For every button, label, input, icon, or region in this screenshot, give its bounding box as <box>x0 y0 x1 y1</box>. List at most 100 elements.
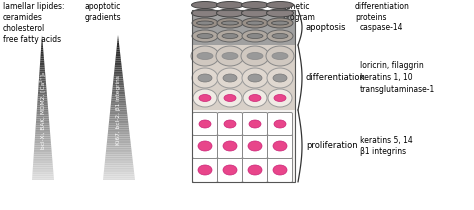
Ellipse shape <box>191 46 219 66</box>
Ellipse shape <box>267 18 293 28</box>
Polygon shape <box>40 62 45 64</box>
FancyBboxPatch shape <box>218 158 243 182</box>
Polygon shape <box>112 89 125 91</box>
Polygon shape <box>37 104 48 106</box>
Polygon shape <box>38 82 46 84</box>
Polygon shape <box>104 165 134 167</box>
Ellipse shape <box>218 89 242 107</box>
Polygon shape <box>39 80 46 82</box>
Polygon shape <box>110 106 127 108</box>
Polygon shape <box>40 59 44 60</box>
Ellipse shape <box>222 52 238 59</box>
Polygon shape <box>37 97 47 98</box>
Polygon shape <box>117 42 119 44</box>
Ellipse shape <box>223 141 237 151</box>
Ellipse shape <box>198 165 212 175</box>
Polygon shape <box>33 167 53 169</box>
Polygon shape <box>116 50 120 51</box>
Ellipse shape <box>272 34 288 38</box>
Polygon shape <box>37 108 48 109</box>
Polygon shape <box>111 95 125 97</box>
Polygon shape <box>115 62 121 64</box>
Polygon shape <box>116 57 121 59</box>
Ellipse shape <box>216 46 244 66</box>
Polygon shape <box>106 151 132 153</box>
Ellipse shape <box>266 1 293 8</box>
Polygon shape <box>32 175 54 176</box>
Ellipse shape <box>248 165 262 175</box>
Polygon shape <box>110 111 127 113</box>
Polygon shape <box>36 129 50 131</box>
Ellipse shape <box>223 74 237 82</box>
Polygon shape <box>111 100 126 102</box>
Polygon shape <box>36 113 49 115</box>
Polygon shape <box>112 91 125 93</box>
Polygon shape <box>38 93 47 95</box>
Polygon shape <box>192 10 295 45</box>
FancyBboxPatch shape <box>218 113 243 135</box>
Polygon shape <box>34 149 52 151</box>
Ellipse shape <box>241 46 269 66</box>
Ellipse shape <box>242 18 268 28</box>
Polygon shape <box>33 158 52 160</box>
Ellipse shape <box>192 18 218 28</box>
Ellipse shape <box>191 9 219 17</box>
Polygon shape <box>115 64 122 66</box>
Polygon shape <box>32 176 54 178</box>
Polygon shape <box>36 115 49 117</box>
Polygon shape <box>111 102 126 104</box>
Polygon shape <box>113 80 124 82</box>
Polygon shape <box>116 51 120 53</box>
Polygon shape <box>41 46 43 48</box>
Polygon shape <box>108 127 129 129</box>
Text: caspase-14: caspase-14 <box>360 23 403 32</box>
Ellipse shape <box>221 21 238 25</box>
Polygon shape <box>109 117 128 118</box>
Polygon shape <box>110 109 127 111</box>
Text: Ki67, bcl-2, β1 integrins: Ki67, bcl-2, β1 integrins <box>117 75 121 145</box>
Ellipse shape <box>217 30 243 42</box>
Ellipse shape <box>192 68 218 88</box>
Polygon shape <box>192 110 295 182</box>
Ellipse shape <box>242 30 268 42</box>
Ellipse shape <box>199 94 211 101</box>
Polygon shape <box>107 138 130 140</box>
Polygon shape <box>35 135 50 137</box>
Polygon shape <box>39 79 46 80</box>
Polygon shape <box>109 115 128 117</box>
FancyBboxPatch shape <box>192 134 218 159</box>
Polygon shape <box>40 68 45 70</box>
Polygon shape <box>116 53 120 55</box>
Ellipse shape <box>242 68 268 88</box>
Polygon shape <box>115 59 121 60</box>
Polygon shape <box>113 84 124 86</box>
Ellipse shape <box>217 18 243 28</box>
Polygon shape <box>106 146 131 147</box>
Polygon shape <box>36 122 49 124</box>
Polygon shape <box>37 102 48 104</box>
Polygon shape <box>42 39 43 41</box>
Polygon shape <box>40 60 44 62</box>
Ellipse shape <box>247 34 263 38</box>
Text: apoptotic
gradients: apoptotic gradients <box>85 2 122 22</box>
Polygon shape <box>34 151 52 153</box>
Text: genetic
program: genetic program <box>282 2 315 22</box>
Polygon shape <box>108 135 130 137</box>
Ellipse shape <box>243 89 267 107</box>
Text: bcl-Xₗ, BAK, MDM2, [Ca²⁺]ₒ: bcl-Xₗ, BAK, MDM2, [Ca²⁺]ₒ <box>39 71 45 149</box>
Polygon shape <box>33 169 53 171</box>
Ellipse shape <box>224 94 236 101</box>
Ellipse shape <box>248 74 262 82</box>
Polygon shape <box>39 73 46 75</box>
Ellipse shape <box>217 1 244 8</box>
Ellipse shape <box>198 74 212 82</box>
Polygon shape <box>33 162 53 164</box>
Polygon shape <box>106 153 132 155</box>
Polygon shape <box>37 109 48 111</box>
Polygon shape <box>36 120 49 122</box>
Polygon shape <box>108 133 130 135</box>
Polygon shape <box>112 86 124 88</box>
Text: differentiation: differentiation <box>306 73 366 82</box>
FancyBboxPatch shape <box>192 113 218 135</box>
Polygon shape <box>115 60 121 62</box>
